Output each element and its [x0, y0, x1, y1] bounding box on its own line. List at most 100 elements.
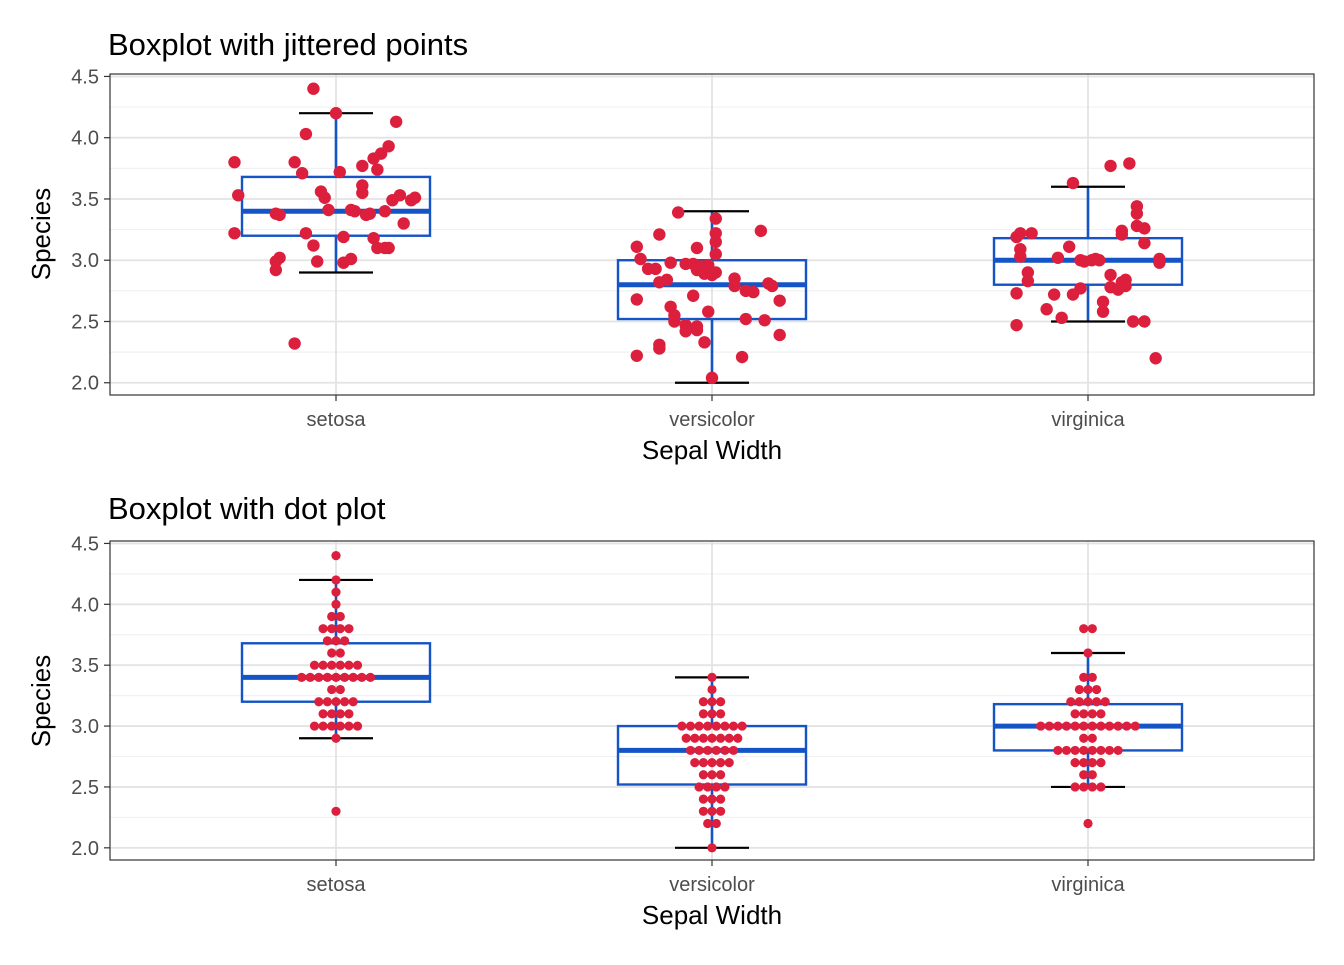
jitter-point: [1123, 157, 1136, 170]
x-tick-label: virginica: [1051, 409, 1125, 431]
dot: [318, 660, 328, 670]
jitter-point: [307, 82, 320, 95]
dot: [707, 697, 717, 707]
dot: [309, 660, 320, 670]
dot: [309, 721, 320, 731]
dot: [1070, 757, 1080, 768]
jitter-point: [288, 337, 301, 350]
dot: [1113, 721, 1123, 731]
jitter-point: [378, 205, 392, 218]
jitter-point: [698, 336, 711, 349]
panel-jittered: Boxplot with jittered points 2.0 2.5 3.0 3.…: [26, 27, 1315, 465]
jitter-point: [630, 240, 643, 253]
dot: [1044, 721, 1054, 731]
jitter-point: [273, 208, 286, 222]
chart-title: Boxplot with dot plot: [108, 491, 386, 526]
dot: [698, 757, 709, 768]
jitter-point: [329, 107, 343, 120]
jitter-point: [1130, 207, 1144, 220]
jitter-point: [1104, 268, 1117, 282]
dot: [707, 733, 717, 743]
y-tick-label: 2.0: [71, 373, 99, 395]
dot: [1079, 733, 1089, 743]
dot: [728, 745, 739, 756]
dot: [720, 782, 730, 792]
jitter-point: [690, 241, 704, 255]
jitter-point: [322, 203, 335, 217]
jitter-point: [679, 325, 692, 338]
dot: [724, 757, 734, 768]
dot: [335, 611, 345, 622]
jitter-point: [664, 256, 677, 269]
dot: [1036, 721, 1046, 731]
dot: [327, 648, 337, 658]
dot: [1087, 721, 1097, 731]
dot: [707, 684, 717, 695]
jitter-point: [1021, 274, 1035, 288]
jitter-point: [1115, 228, 1129, 241]
dot: [698, 806, 709, 816]
dot: [314, 672, 324, 682]
dot: [340, 636, 350, 646]
dot: [716, 806, 726, 816]
jitter-point: [1025, 227, 1038, 240]
dot: [733, 733, 743, 743]
jitter-point: [728, 279, 741, 293]
dot: [716, 757, 726, 768]
dot: [720, 721, 730, 731]
dot: [335, 648, 345, 658]
points: [228, 82, 1166, 385]
y-axis-title: Species: [26, 188, 56, 281]
jitter-point: [773, 328, 786, 342]
dot: [344, 660, 354, 670]
jitter-point: [758, 314, 771, 327]
dot: [1079, 672, 1089, 682]
dot: [1079, 624, 1089, 634]
dot: [707, 770, 717, 780]
dot: [703, 721, 713, 731]
dot: [318, 721, 328, 731]
dot: [331, 733, 341, 743]
dot: [1061, 721, 1072, 731]
jitter-point: [1149, 352, 1162, 365]
dot: [1079, 770, 1089, 780]
x-axis-title: Sepal Width: [642, 435, 782, 465]
y-axis-ticks: 2.0 2.5 3.0 3.5 4.0 4.5: [71, 66, 110, 395]
jitter-point: [1010, 318, 1023, 332]
dot: [327, 709, 337, 719]
jitter-point: [1096, 305, 1110, 318]
jitter-point: [295, 167, 309, 180]
dot: [331, 599, 341, 609]
jitter-point: [687, 289, 700, 302]
jitter-point: [1093, 254, 1106, 267]
jitter-point: [1014, 250, 1027, 263]
dot: [1083, 697, 1093, 707]
jitter-point: [1051, 251, 1065, 264]
x-tick-label: virginica: [1051, 874, 1125, 896]
y-tick-label: 4.0: [71, 128, 99, 150]
dot: [348, 672, 358, 682]
dot: [685, 745, 696, 756]
dot: [707, 757, 717, 768]
jitter-point: [299, 227, 313, 240]
jitter-point: [333, 165, 346, 179]
dot: [1087, 709, 1097, 719]
y-tick-label: 3.5: [71, 189, 99, 211]
dots: [297, 551, 1140, 853]
dot: [305, 672, 315, 682]
dot: [698, 794, 709, 804]
jitter-point: [371, 163, 384, 176]
jitter-point: [1040, 303, 1053, 316]
dot: [1053, 745, 1063, 756]
jitter-point: [668, 315, 681, 328]
jitter-point: [705, 268, 719, 282]
dot: [1083, 648, 1093, 658]
dot: [698, 709, 709, 719]
jitter-point: [702, 305, 715, 318]
panel-dotplot: Boxplot with dot plot 2.0 2.5 3.0 3.5 4.0 4.5…: [26, 491, 1315, 930]
dot: [1087, 624, 1097, 634]
dot: [707, 709, 717, 719]
dot: [1096, 709, 1106, 719]
dot: [1083, 818, 1093, 829]
y-tick-label: 4.5: [71, 66, 99, 88]
